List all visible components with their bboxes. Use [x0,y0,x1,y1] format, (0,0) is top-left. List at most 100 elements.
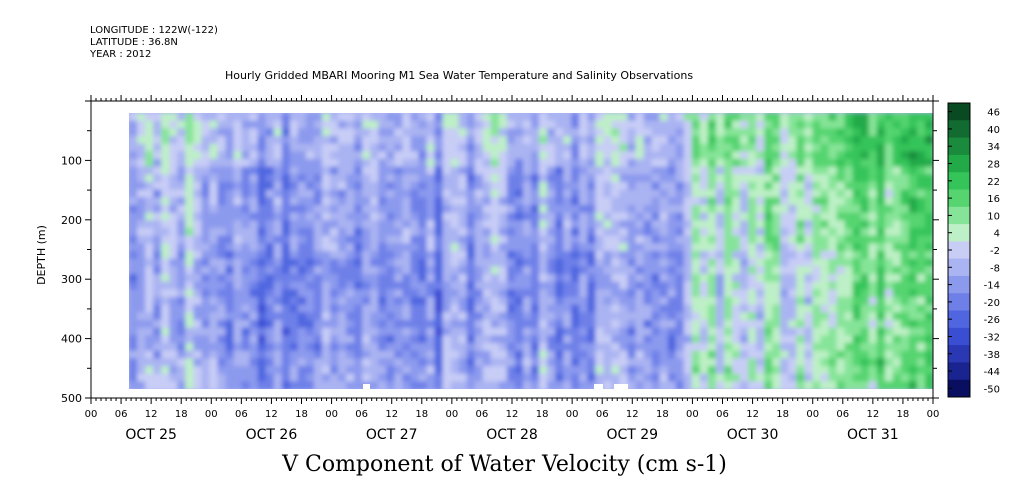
heatmap-cell [257,381,267,389]
heatmap-cell [740,205,749,214]
heatmap-cell [603,320,613,329]
heatmap-cell [627,151,637,160]
heatmap-cell [675,113,685,122]
heatmap-cell [289,189,299,199]
heatmap-cell [354,166,364,176]
heatmap-cell [635,159,645,168]
heatmap-cell [563,343,573,352]
heatmap-cell [249,304,259,314]
heatmap-cell [458,304,468,314]
heatmap-cell [643,243,653,252]
heatmap-cell [772,220,782,229]
heatmap-cell [587,166,597,176]
heatmap-cell [378,243,388,252]
heatmap-cell [514,235,524,245]
heatmap-cell [153,343,163,352]
heatmap-cell [796,281,806,291]
heatmap-cell [506,166,516,176]
heatmap-cell [490,174,500,183]
heatmap-cell [724,304,733,314]
heatmap-cell [490,143,500,153]
heatmap-cell [836,136,846,145]
heatmap-cell [884,312,894,321]
heatmap-cell [410,251,420,260]
heatmap-cell [137,151,146,160]
heatmap-cell [627,281,637,291]
heatmap-cell [305,182,315,191]
heatmap-cell [217,320,227,329]
heatmap-cell [659,128,669,137]
heatmap-cell [844,274,854,283]
heatmap-cell [273,312,283,321]
heatmap-cell [740,343,749,352]
heatmap-cell [836,128,846,137]
heatmap-cell [281,258,291,268]
heatmap-cell [450,335,460,344]
heatmap-cell [482,358,492,367]
heatmap-cell [233,335,243,344]
heatmap-cell [828,159,838,168]
heatmap-cell [732,274,741,283]
heatmap-cell [876,120,886,130]
heatmap-cell [177,289,187,298]
heatmap-cell [651,251,661,260]
heatmap-cell [547,220,557,229]
heatmap-cell [579,335,589,344]
heatmap-cell [193,304,203,314]
heatmap-cell [305,274,315,283]
heatmap-cell [732,143,741,153]
heatmap-cell [458,120,468,130]
heatmap-cell [523,143,532,153]
heatmap-cell [145,266,155,275]
heatmap-cell [450,289,460,298]
heatmap-cell [860,243,870,252]
x-hour-label: 00 [806,409,819,420]
heatmap-cell [370,120,380,130]
heatmap-cell [884,327,894,337]
heatmap-cell [892,220,902,229]
heatmap-cell [539,243,548,252]
heatmap-cell [611,243,621,252]
heatmap-cell [523,113,532,122]
heatmap-cell [394,243,404,252]
heatmap-cell [828,251,838,260]
heatmap-cell [788,159,798,168]
heatmap-cell [322,182,331,191]
heatmap-cell [297,312,307,321]
heatmap-cell [193,136,203,145]
heatmap-cell [161,312,171,321]
heatmap-cell [442,350,452,360]
heatmap-cell [908,197,918,206]
heatmap-cell [715,136,725,145]
heatmap-cell [514,304,524,314]
heatmap-cell [611,358,621,367]
heatmap-cell [201,205,211,214]
heatmap-cell [289,243,299,252]
heatmap-cell [386,304,396,314]
heatmap-cell [756,235,766,245]
heatmap-cell [667,205,677,214]
heatmap-cell [683,343,693,352]
heatmap-cell [916,366,926,375]
heatmap-cell [185,373,195,383]
heatmap-cell [852,320,862,329]
heatmap-cell [651,166,661,176]
heatmap-cell [514,220,524,229]
heatmap-cell [892,251,902,260]
heatmap-cell [892,274,902,283]
heatmap-cell [233,266,243,275]
heatmap-cell [539,358,548,367]
heatmap-cell [563,297,573,306]
heatmap-cell [772,289,782,298]
heatmap-cell [217,220,227,229]
heatmap-cell [707,159,717,168]
heatmap-cell [514,113,524,122]
heatmap-cell [908,274,918,283]
heatmap-cell [249,189,259,199]
heatmap-cell [595,197,605,206]
heatmap-cell [129,143,138,153]
heatmap-cell [249,159,259,168]
heatmap-cell [313,189,323,199]
heatmap-cell [177,243,187,252]
heatmap-cell [217,335,227,344]
